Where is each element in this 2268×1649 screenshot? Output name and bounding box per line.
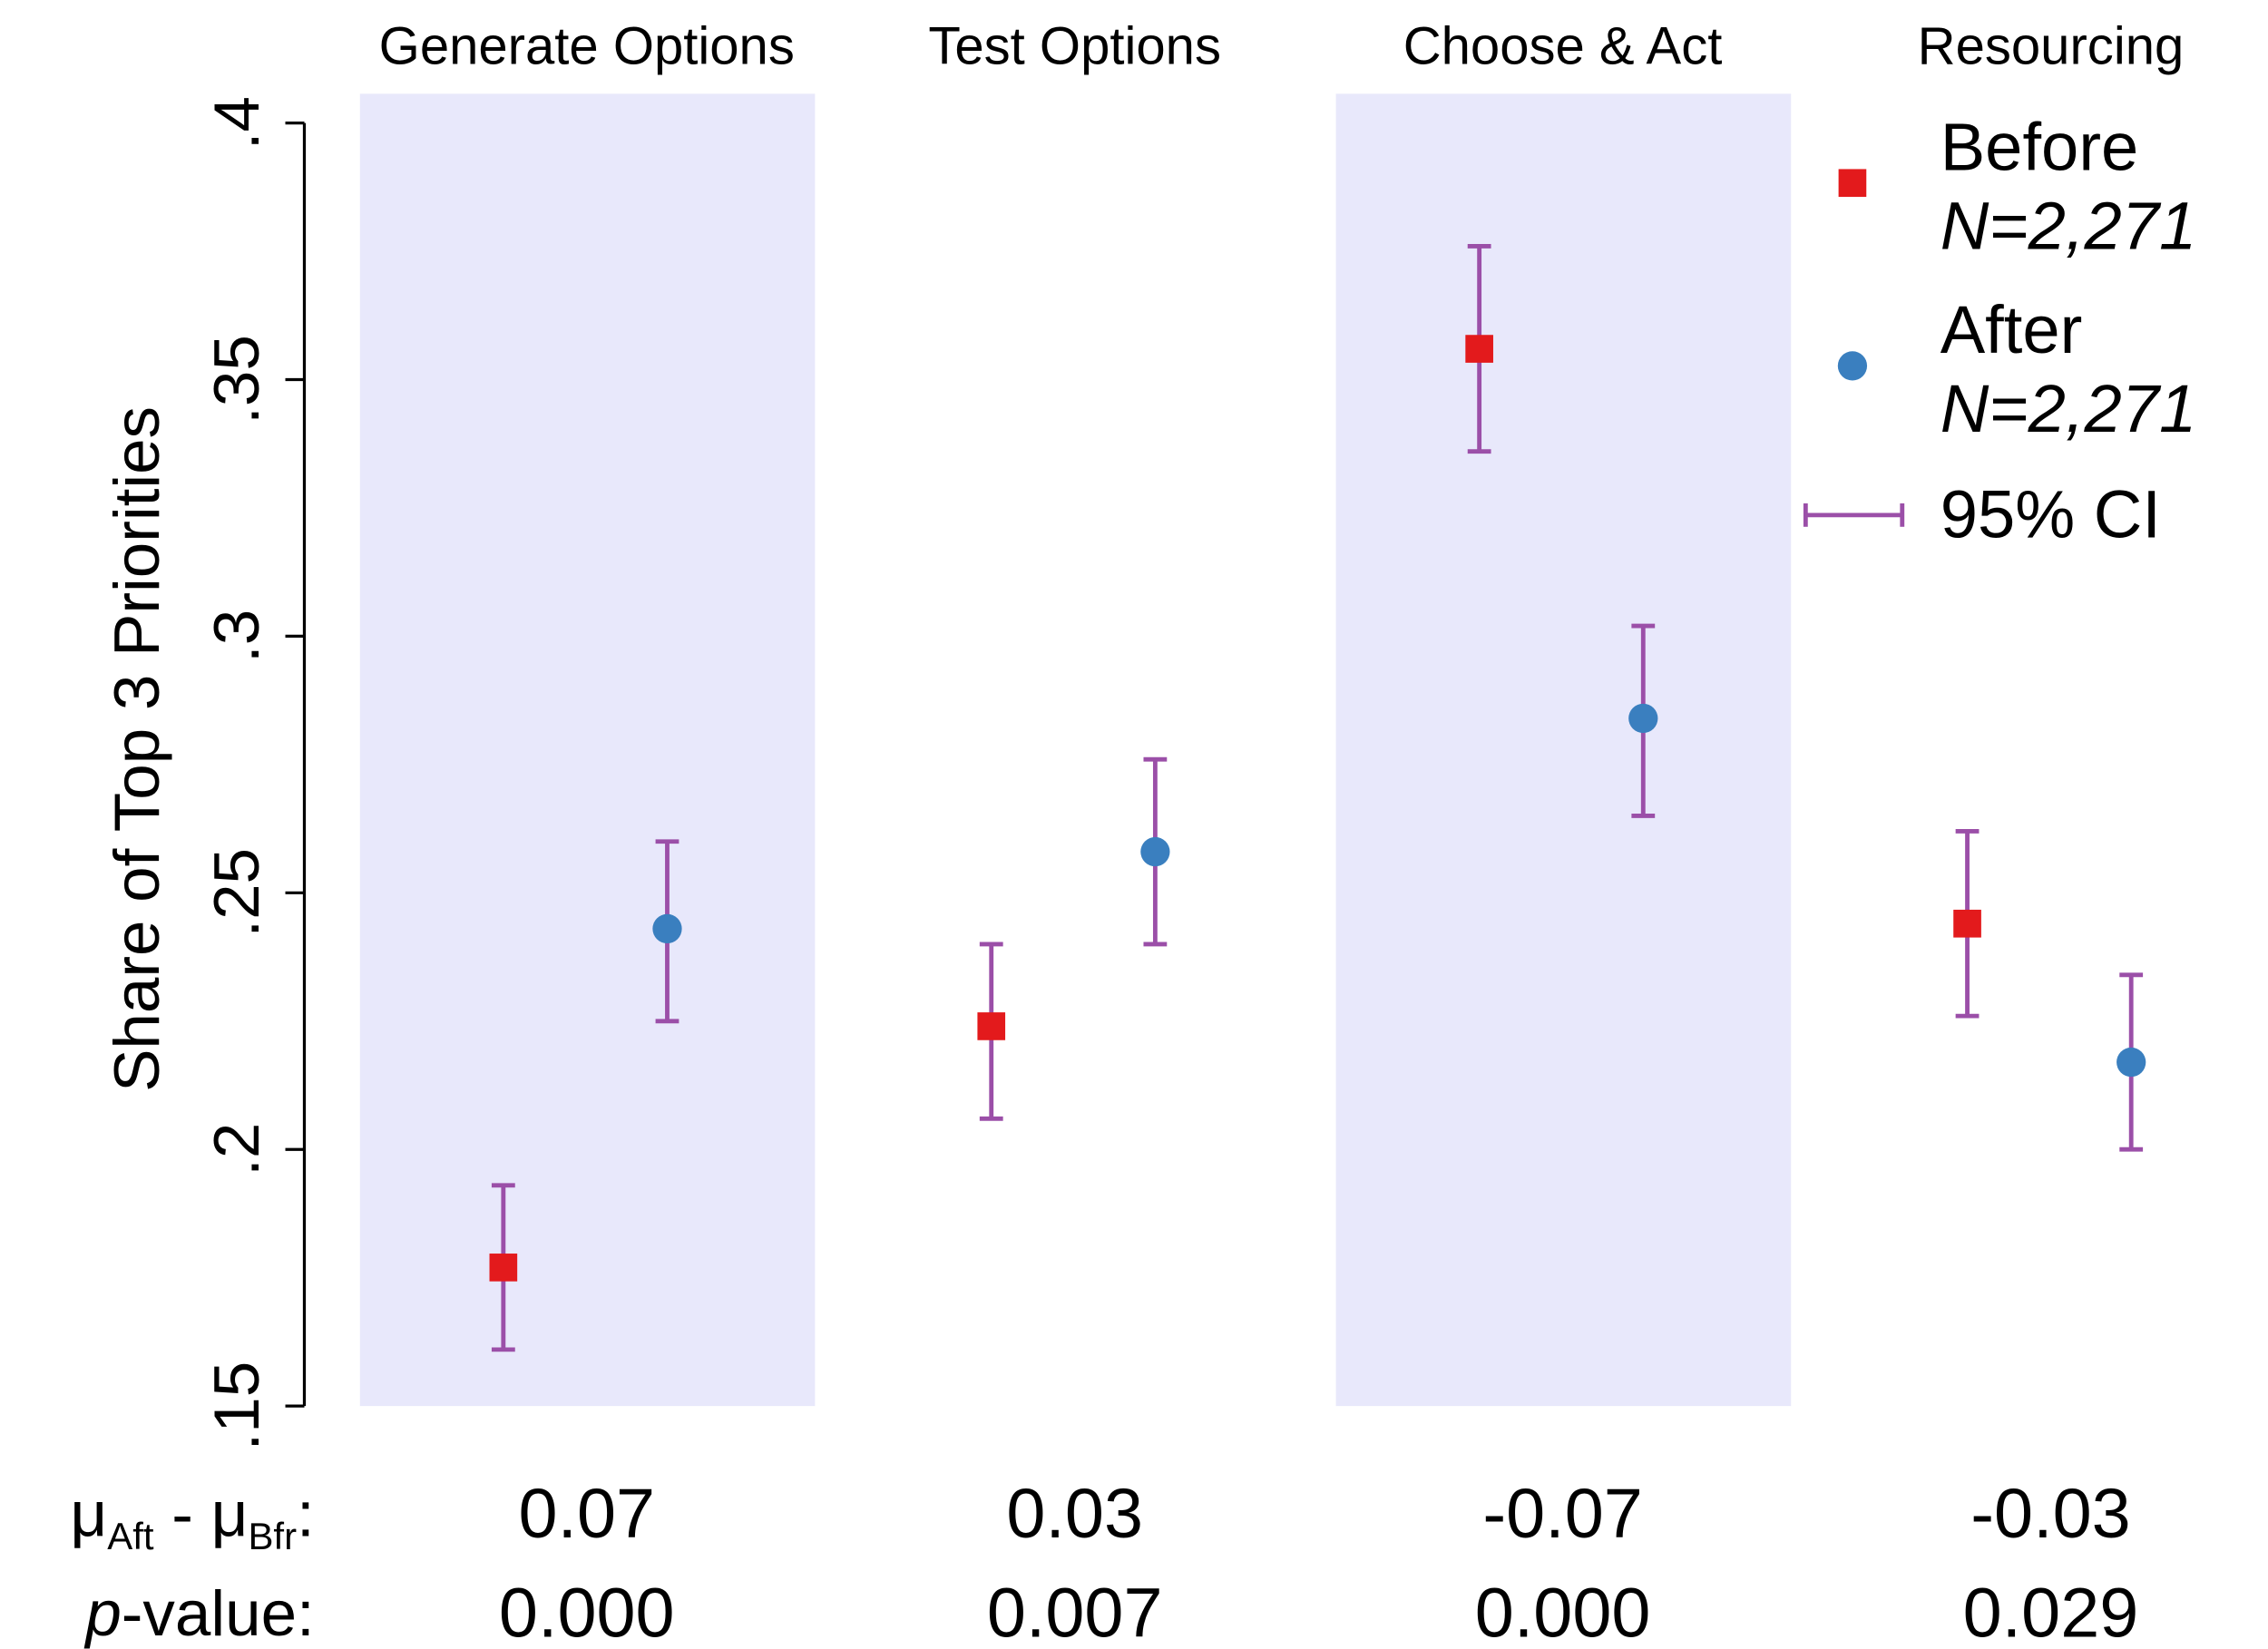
- y-tick-label: .2: [201, 1123, 273, 1176]
- y-tick-label: .35: [201, 335, 273, 424]
- y-tick-label: .4: [201, 96, 273, 150]
- legend-label: 95% CI: [1941, 476, 2161, 551]
- data-point: [1953, 909, 1981, 938]
- data-point: [652, 913, 682, 944]
- diff-value: -0.03: [1970, 1475, 2130, 1553]
- y-axis-label: Share of Top 3 Priorities: [102, 406, 173, 1092]
- y-tick-label: .25: [201, 848, 273, 938]
- legend-sample: N=2,271: [1941, 371, 2197, 446]
- diff-label-part: Bfr: [248, 1515, 297, 1557]
- category-band: [359, 93, 816, 1407]
- data-point: [1628, 703, 1658, 734]
- category-label: Generate Options: [379, 16, 795, 75]
- p-label-part: p: [83, 1578, 121, 1649]
- data-point: [2116, 1047, 2146, 1078]
- legend-sample: N=2,271: [1941, 189, 2197, 264]
- p-label-part: -value:: [122, 1578, 315, 1649]
- p-value: 0.029: [1963, 1574, 2139, 1649]
- category-label: Resourcing: [1918, 16, 2185, 75]
- category-band: [1335, 93, 1792, 1407]
- diff-label-part: μ: [70, 1478, 107, 1550]
- data-point: [977, 1012, 1006, 1040]
- diff-value: 0.03: [1006, 1475, 1143, 1553]
- legend-marker: [1838, 169, 1867, 198]
- category-label: Choose & Act: [1403, 16, 1723, 75]
- legend-label: After: [1941, 292, 2083, 367]
- legend-label: Before: [1941, 109, 2139, 184]
- y-tick-label: .3: [201, 610, 273, 663]
- data-point: [1465, 335, 1493, 363]
- p-value: 0.000: [1475, 1574, 1651, 1649]
- diff-label-part: :: [297, 1478, 315, 1550]
- diff-label-part: Aft: [107, 1515, 154, 1557]
- diff-label-part: - μ: [154, 1478, 249, 1550]
- data-point: [1140, 836, 1170, 867]
- category-label: Test Options: [928, 16, 1221, 75]
- p-value: 0.000: [499, 1574, 675, 1649]
- diff-value: 0.07: [518, 1475, 655, 1553]
- legend-marker: [1837, 351, 1868, 381]
- legend-ci-symbol: [1803, 503, 1905, 527]
- diff-row-label: μAft - μBfr:: [70, 1478, 314, 1557]
- data-point: [489, 1254, 518, 1282]
- y-tick-label: .15: [201, 1361, 273, 1451]
- p-row-label: p-value:: [83, 1578, 314, 1649]
- p-value: 0.007: [987, 1574, 1163, 1649]
- diff-value: -0.07: [1482, 1475, 1642, 1553]
